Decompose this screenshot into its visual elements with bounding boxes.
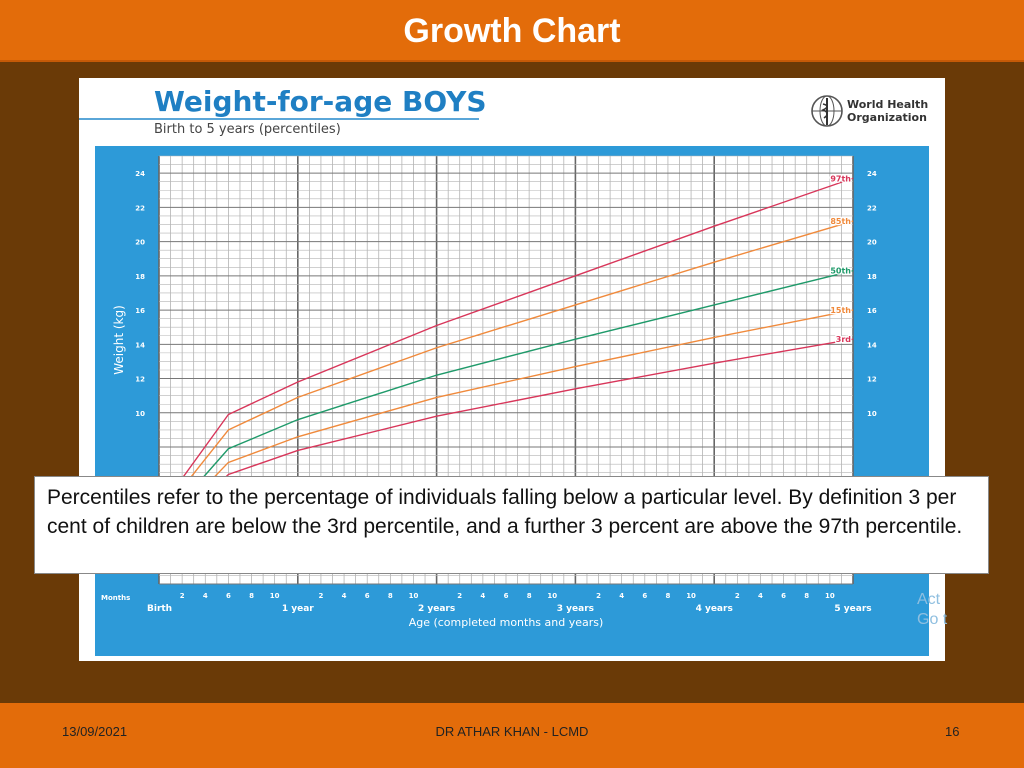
series-label-3rd: 3rd	[836, 335, 852, 344]
x-year-label: 3 years	[557, 604, 594, 614]
x-month-tick-label: 6	[781, 592, 786, 600]
activation-watermark: Act Go t	[917, 590, 947, 630]
watermark-line-2: Go t	[917, 611, 948, 628]
y-tick-label-right: 10	[867, 410, 877, 418]
title-divider	[79, 118, 479, 120]
series-label-97th: 97th	[830, 174, 851, 183]
series-line-50th	[158, 270, 854, 528]
x-month-tick-label: 8	[665, 592, 670, 600]
x-month-tick-label: 2	[596, 592, 601, 600]
series-line-15th	[158, 309, 854, 535]
info-text: Percentiles refer to the percentage of i…	[47, 486, 963, 538]
x-month-tick-label: 2	[457, 592, 462, 600]
y-tick-label-right: 24	[867, 170, 877, 178]
footer-bar	[0, 703, 1024, 768]
y-axis-label: Weight (kg)	[112, 305, 126, 375]
y-tick-label-right: 16	[867, 307, 877, 315]
y-tick-label-left: 12	[135, 376, 145, 384]
x-month-tick-label: 10	[825, 592, 835, 600]
series-line-3rd	[158, 338, 854, 542]
x-month-tick-label: 4	[619, 592, 624, 600]
who-emblem-icon	[811, 95, 843, 127]
series-line-97th	[158, 177, 854, 511]
x-year-label: 1 year	[282, 604, 314, 614]
x-year-label: Birth	[147, 604, 172, 614]
x-month-tick-label: 10	[270, 592, 280, 600]
y-tick-label-left: 24	[135, 170, 145, 178]
x-month-tick-label: 2	[318, 592, 323, 600]
x-year-label: 4 years	[696, 604, 733, 614]
series-label-50th: 50th	[830, 267, 851, 276]
who-logo-line-2: Organization	[847, 111, 927, 124]
who-logo-line-1: World Health	[847, 98, 929, 111]
chart-subtitle: Birth to 5 years (percentiles)	[154, 122, 341, 137]
info-box: Percentiles refer to the percentage of i…	[34, 476, 989, 574]
y-tick-label-left: 18	[135, 273, 145, 281]
y-tick-label-right: 14	[867, 341, 877, 349]
footer-author: DR ATHAR KHAN - LCMD	[435, 724, 589, 739]
y-tick-label-right: 22	[867, 204, 877, 212]
series-label-15th: 15th	[830, 306, 851, 315]
who-logo-text: World Health Organization	[847, 98, 928, 124]
title-bar: Growth Chart	[0, 0, 1024, 62]
watermark-line-1: Act	[917, 591, 941, 608]
x-month-tick-label: 10	[547, 592, 557, 600]
slide-title: Growth Chart	[403, 12, 621, 50]
x-months-row-label: Months	[101, 594, 130, 602]
x-month-tick-label: 2	[180, 592, 185, 600]
x-month-tick-label: 4	[480, 592, 485, 600]
x-month-tick-label: 6	[642, 592, 647, 600]
y-tick-label-left: 14	[135, 341, 145, 349]
series-line-85th	[158, 220, 854, 518]
y-tick-label-right: 12	[867, 376, 877, 384]
x-month-tick-label: 10	[686, 592, 696, 600]
x-month-tick-label: 6	[365, 592, 370, 600]
y-tick-label-left: 22	[135, 204, 145, 212]
y-tick-label-left: 10	[135, 410, 145, 418]
y-tick-label-right: 20	[867, 239, 877, 247]
x-month-tick-label: 4	[758, 592, 763, 600]
growth-chart: 2210101212141416161818202022222424Weight…	[95, 146, 929, 656]
x-month-tick-label: 4	[203, 592, 208, 600]
chart-title: Weight-for-age BOYS	[154, 85, 487, 118]
x-year-label: 5 years	[834, 604, 871, 614]
x-month-tick-label: 6	[226, 592, 231, 600]
x-axis-label: Age (completed months and years)	[409, 616, 604, 629]
x-month-tick-label: 8	[388, 592, 393, 600]
x-month-tick-label: 10	[409, 592, 419, 600]
x-month-tick-label: 4	[342, 592, 347, 600]
footer-page-number: 16	[945, 724, 960, 739]
x-month-tick-label: 2	[735, 592, 740, 600]
y-tick-label-right: 18	[867, 273, 877, 281]
x-month-tick-label: 8	[527, 592, 532, 600]
x-month-tick-label: 8	[804, 592, 809, 600]
y-tick-label-left: 20	[135, 239, 145, 247]
x-year-label: 2 years	[418, 604, 455, 614]
series-label-85th: 85th	[830, 217, 851, 226]
y-tick-label-left: 16	[135, 307, 145, 315]
footer-date: 13/09/2021	[62, 724, 128, 739]
x-month-tick-label: 6	[504, 592, 509, 600]
x-month-tick-label: 8	[249, 592, 254, 600]
